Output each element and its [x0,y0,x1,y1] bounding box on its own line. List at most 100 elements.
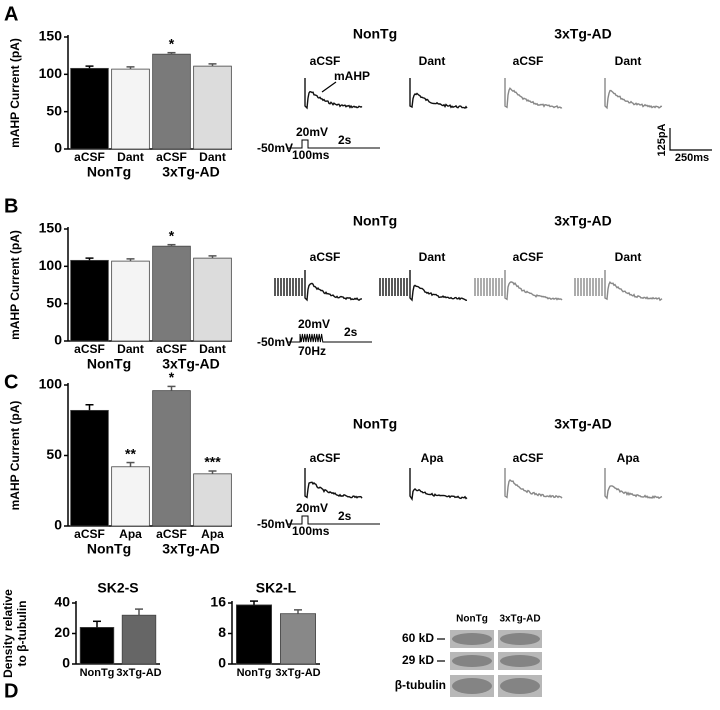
bar [70,259,109,342]
bar [70,409,109,527]
y-axis-label: mAHP Current (pA) [8,38,22,148]
y-axis-label: to β-tubulin [15,601,29,667]
group-label: 3xTg-AD [162,541,220,557]
protocol-label: -50mV [257,335,293,349]
y-tick-label: 100 [39,376,63,392]
group-header: 3xTg-AD [554,26,612,42]
panel-letter: C [4,371,18,393]
protocol-line [287,139,380,149]
x-tick-label: Dant [199,342,226,356]
x-tick-label: NonTg [237,667,272,679]
condition-label: aCSF [513,451,544,465]
x-tick-label: Apa [201,527,224,541]
blot-band [452,633,492,645]
x-tick-label: Dant [117,150,144,164]
blot-band [452,655,492,667]
y-tick-label: 20 [54,624,70,640]
y-tick-label: 16 [210,594,226,610]
significance-label: * [169,369,175,385]
scale-label: 125pA [656,123,668,156]
panel-letter: B [4,195,18,217]
group-label: NonTg [87,541,131,557]
scale-label: 250ms [675,152,709,164]
y-tick-label: 0 [54,332,62,348]
trace [504,468,563,499]
x-tick-label: aCSF [74,527,105,541]
blot-row: 29 kD [402,653,434,667]
y-tick-label: 150 [39,220,63,236]
x-tick-label: aCSF [74,150,105,164]
protocol-line [287,333,372,343]
trace [409,468,468,501]
protocol-label: 2s [338,133,352,147]
y-tick-label: 50 [46,294,62,310]
condition-label: aCSF [310,54,341,68]
x-tick-label: aCSF [156,342,187,356]
protocol-label: 20mV [298,317,330,331]
y-tick-label: 50 [46,446,62,462]
protocol-label: 20mV [296,501,328,515]
condition-label: Dant [615,54,642,68]
bar [279,613,316,665]
condition-label: Dant [419,250,446,264]
blot-column: NonTg [456,614,488,625]
x-tick-label: 3xTg-AD [116,667,161,679]
group-label: NonTg [87,164,131,180]
significance-label: * [169,35,175,51]
significance-label: ** [125,445,136,461]
x-tick-label: aCSF [74,342,105,356]
x-tick-label: aCSF [156,527,187,541]
y-tick-label: 150 [39,28,63,44]
condition-label: Dant [615,250,642,264]
panel-letter: D [4,680,18,702]
blot-column: 3xTg-AD [499,614,540,625]
bar [111,466,150,527]
group-label: 3xTg-AD [162,164,220,180]
group-header: 3xTg-AD [554,213,612,229]
group-header: NonTg [353,213,397,229]
significance-label: *** [204,454,221,470]
condition-label: Apa [617,451,640,465]
protocol-label: -50mV [257,517,293,531]
protocol-label: 100ms [292,524,330,538]
y-tick-label: 50 [46,102,62,118]
bar [111,260,150,342]
trace [304,468,363,499]
y-tick-label: 8 [218,624,226,640]
group-header: 3xTg-AD [554,416,612,432]
x-tick-label: Dant [199,150,226,164]
group-header: NonTg [353,26,397,42]
condition-label: Apa [421,451,444,465]
trace [604,78,663,110]
y-tick-label: 100 [39,65,63,81]
condition-label: aCSF [310,250,341,264]
trace [409,78,468,109]
x-tick-label: aCSF [156,150,187,164]
trace [304,78,363,110]
protocol-label: 70Hz [298,344,326,358]
chart-title: SK2-S [97,580,138,596]
protocol-label: 20mV [296,125,328,139]
protocol-label: 2s [338,509,352,523]
bar [152,390,191,527]
protocol-label: 100ms [292,148,330,162]
y-axis-label: mAHP Current (pA) [8,230,22,340]
group-label: 3xTg-AD [162,356,220,372]
trace [574,270,663,302]
trace [504,78,563,109]
protocol-label: 2s [344,325,358,339]
blot-band [452,678,492,694]
y-tick-label: 100 [39,257,63,273]
x-tick-label: Dant [117,342,144,356]
bar [152,53,191,150]
bar [111,68,150,150]
blot-band [500,678,540,694]
bar [235,604,272,665]
y-tick-label: 0 [54,140,62,156]
condition-label: aCSF [513,54,544,68]
bar [70,67,109,150]
bar [193,473,232,527]
group-label: NonTg [87,356,131,372]
